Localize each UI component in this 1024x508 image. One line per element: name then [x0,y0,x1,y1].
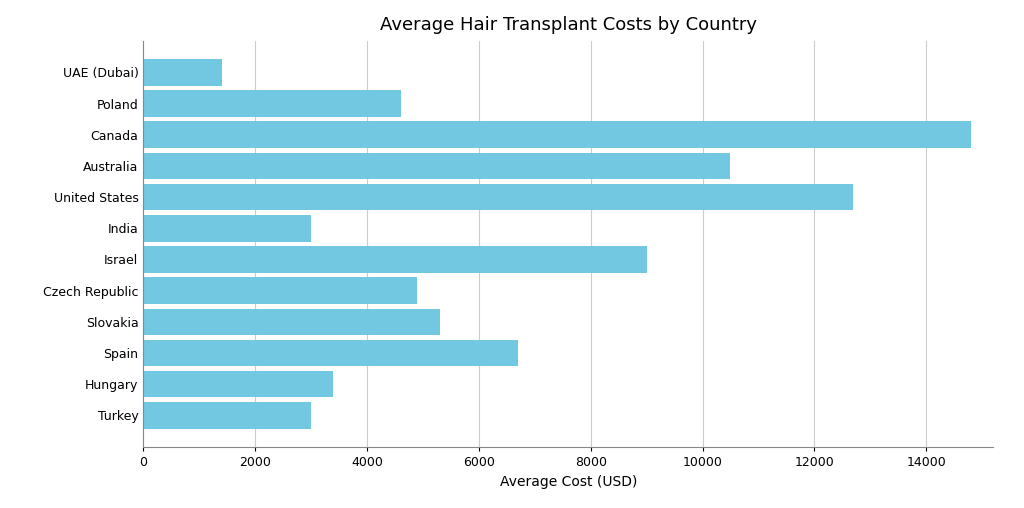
Bar [143,340,518,366]
Bar [143,59,221,86]
Bar [143,90,400,117]
Bar [143,184,853,210]
X-axis label: Average Cost (USD): Average Cost (USD) [500,474,637,489]
Title: Average Hair Transplant Costs by Country: Average Hair Transplant Costs by Country [380,16,757,34]
Bar [143,152,730,179]
Bar [143,277,418,304]
Bar [143,371,334,397]
Bar [143,308,439,335]
Bar [143,121,971,148]
Bar [143,402,311,429]
Bar [143,215,311,241]
Bar [143,246,646,273]
